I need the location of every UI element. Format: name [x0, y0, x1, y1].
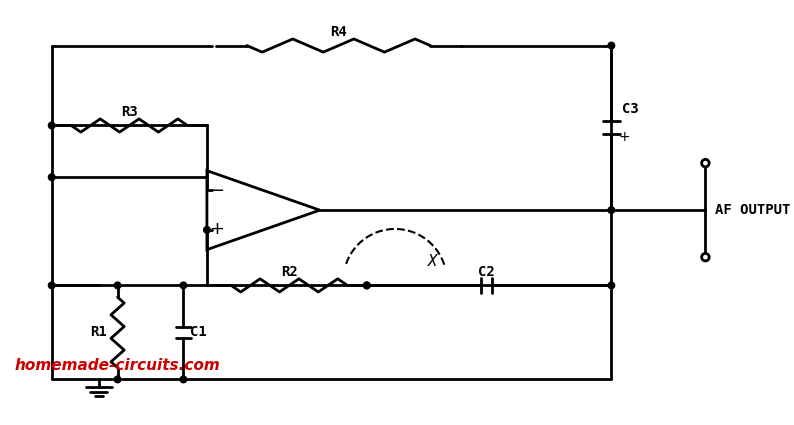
Text: R4: R4: [330, 26, 347, 40]
Text: +: +: [209, 220, 224, 238]
Circle shape: [203, 227, 210, 233]
Circle shape: [608, 42, 615, 49]
Circle shape: [608, 282, 615, 289]
Text: homemade-circuits.com: homemade-circuits.com: [14, 358, 220, 373]
Circle shape: [48, 174, 55, 181]
Text: X: X: [428, 255, 437, 269]
Circle shape: [114, 282, 121, 289]
Circle shape: [364, 282, 370, 289]
Text: C2: C2: [478, 265, 495, 279]
Circle shape: [48, 122, 55, 129]
Text: AF OUTPUT: AF OUTPUT: [715, 203, 790, 217]
Circle shape: [702, 159, 709, 167]
Text: −: −: [209, 182, 224, 200]
Circle shape: [114, 376, 121, 383]
Circle shape: [608, 207, 615, 213]
Circle shape: [364, 282, 370, 289]
Text: +: +: [619, 130, 630, 144]
Text: R1: R1: [91, 326, 107, 340]
Circle shape: [180, 282, 187, 289]
Text: C3: C3: [622, 102, 638, 116]
Text: C1: C1: [190, 326, 206, 340]
Circle shape: [702, 253, 709, 261]
Text: R3: R3: [121, 105, 137, 119]
Circle shape: [180, 376, 187, 383]
Text: R2: R2: [281, 265, 298, 279]
Circle shape: [48, 282, 55, 289]
